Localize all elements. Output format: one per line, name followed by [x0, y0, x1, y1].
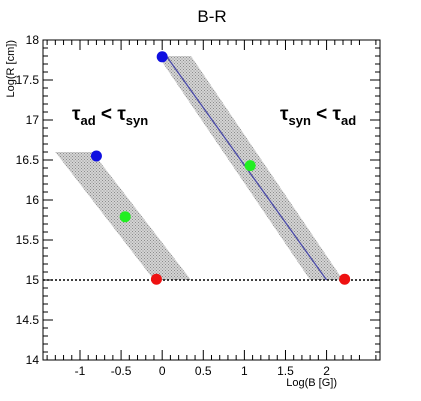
y-axis-ticks: 14 14.5 15 15.5 16 16.5 17 17.5 18	[16, 33, 380, 367]
data-point-4	[90, 150, 102, 162]
y-tick-label-6: 16.5	[16, 153, 40, 167]
x-tick-label-3: 0	[159, 364, 166, 378]
x-tick-label-5: 1	[241, 364, 248, 378]
x-axis-label: Log(B [G])	[286, 377, 337, 389]
data-point-6	[150, 273, 162, 285]
y-tick-label-9: 18	[26, 33, 40, 47]
y-axis-label: Log(R [cm])	[5, 40, 17, 97]
x-tick-label-1: -1	[75, 364, 86, 378]
hatched-regions	[55, 56, 343, 280]
data-point-3	[339, 273, 351, 285]
data-point-5	[119, 211, 131, 223]
y-tick-label-1: 14	[26, 353, 40, 367]
x-tick-label-4: 0.5	[195, 364, 212, 378]
y-tick-label-5: 16	[26, 193, 40, 207]
region-label-1: τad < τsyn	[72, 104, 148, 128]
x-tick-label-6: 1.5	[277, 364, 294, 378]
x-tick-label-2: -0.5	[111, 364, 132, 378]
chart-title: B-R	[197, 7, 226, 26]
y-tick-label-2: 14.5	[16, 313, 40, 327]
x-axis-ticks: -1 -0.5 0 0.5 1 1.5 2	[46, 40, 377, 378]
data-point-2	[244, 160, 256, 172]
x-tick-label-7: 2	[323, 364, 330, 378]
region-labels: τad < τsyn τsyn < τad	[72, 104, 356, 128]
y-tick-label-7: 17	[26, 113, 40, 127]
y-tick-label-8: 17.5	[16, 73, 40, 87]
data-point-1	[156, 51, 168, 63]
data-points	[90, 51, 351, 285]
y-tick-label-4: 15.5	[16, 233, 40, 247]
region-label-2: τsyn < τad	[280, 104, 356, 128]
y-tick-label-3: 15	[26, 273, 40, 287]
